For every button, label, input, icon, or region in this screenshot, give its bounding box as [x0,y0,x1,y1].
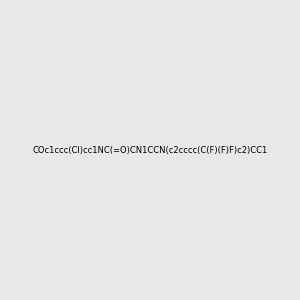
Text: COc1ccc(Cl)cc1NC(=O)CN1CCN(c2cccc(C(F)(F)F)c2)CC1: COc1ccc(Cl)cc1NC(=O)CN1CCN(c2cccc(C(F)(F… [32,146,268,154]
